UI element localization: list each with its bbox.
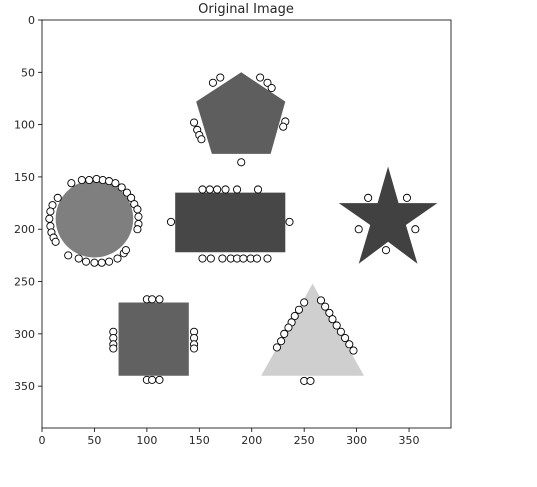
scatter-point — [134, 212, 143, 221]
scatter-point — [237, 158, 246, 167]
scatter-point — [109, 344, 118, 353]
scatter-point — [364, 193, 373, 202]
scatter-point — [345, 340, 354, 349]
y-tick-label: 100 — [14, 119, 35, 132]
shape-pentagon — [196, 72, 286, 154]
scatter-point — [77, 176, 86, 185]
scatter-point — [381, 246, 391, 255]
scatter-point — [252, 254, 262, 263]
scatter-point — [127, 193, 136, 202]
scatter-point — [290, 312, 299, 321]
scatter-point — [279, 122, 288, 131]
x-tick-label: 0 — [39, 434, 46, 447]
x-tick-label: 50 — [87, 434, 101, 447]
scatter-point — [263, 254, 272, 263]
y-tick-label: 250 — [14, 276, 35, 289]
scatter-point — [105, 257, 114, 266]
shape-wide-rectangle — [175, 192, 286, 253]
scatter-point — [133, 225, 142, 234]
scatter-point — [81, 257, 91, 266]
scatter-point — [117, 183, 126, 192]
scatter-point — [148, 375, 157, 384]
scatter-point — [205, 185, 214, 194]
scatter-point — [256, 73, 265, 82]
x-tick-label: 250 — [294, 434, 315, 447]
scatter-point — [221, 185, 230, 194]
chart-title: Original Image — [198, 2, 294, 17]
y-tick-label: 150 — [14, 171, 35, 184]
x-tick-label: 300 — [346, 434, 367, 447]
scatter-point — [122, 188, 131, 197]
scatter-point — [46, 207, 55, 216]
scatter-point — [45, 214, 54, 223]
scatter-point — [300, 298, 309, 307]
scatter-point — [218, 254, 227, 263]
scatter-point — [316, 296, 326, 305]
shape-circle — [55, 180, 134, 258]
scatter-point — [198, 254, 207, 263]
scatter-point — [155, 295, 164, 304]
scatter-point — [233, 185, 242, 194]
scatter-point — [198, 185, 207, 194]
scatter-point — [155, 375, 164, 384]
scatter-point — [190, 118, 199, 127]
shape-triangle — [261, 283, 364, 376]
y-tick-label: 350 — [14, 380, 35, 393]
scatter-point — [216, 73, 225, 82]
scatter-point — [208, 78, 217, 87]
scatter-point — [354, 225, 363, 234]
scatter-point — [280, 329, 289, 338]
scatter-point — [277, 337, 286, 346]
scatter-point — [74, 254, 83, 263]
scatter-point — [166, 217, 176, 226]
scatter-point — [85, 176, 94, 185]
scatter-point — [336, 327, 345, 336]
y-tick-label: 300 — [14, 328, 35, 341]
scatter-point — [64, 251, 73, 260]
y-tick-label: 50 — [21, 66, 35, 79]
scatter-point — [113, 254, 122, 263]
y-tick-label: 0 — [28, 14, 35, 27]
x-tick-label: 200 — [241, 434, 262, 447]
scatter-point — [263, 78, 272, 87]
scatter-point — [133, 205, 142, 214]
scatter-point — [67, 179, 76, 188]
x-tick-label: 150 — [189, 434, 210, 447]
scatter-point — [111, 179, 120, 188]
scatter-point — [402, 193, 412, 202]
scatter-point — [325, 308, 334, 317]
scatter-point — [267, 83, 276, 93]
y-tick-label: 200 — [14, 223, 35, 236]
scatter-point — [341, 333, 350, 343]
plot-frame — [41, 19, 452, 429]
shape-square — [118, 302, 189, 376]
scatter-point — [294, 305, 303, 314]
x-tick-label: 100 — [136, 434, 157, 447]
scatter-point — [349, 346, 358, 355]
scatter-point — [253, 185, 263, 194]
scatter-point — [213, 185, 222, 194]
scatter-point — [197, 135, 206, 144]
scatter-point — [332, 321, 341, 330]
scatter-point — [90, 258, 99, 267]
scatter-point — [53, 193, 62, 202]
scatter-point — [206, 254, 215, 263]
scatter-point — [284, 323, 293, 332]
scatter-point — [272, 343, 281, 352]
scatter-point — [148, 295, 157, 304]
scatter-point — [121, 246, 130, 255]
scatter-point — [306, 376, 315, 385]
scatter-point — [328, 315, 337, 324]
scatter-point — [97, 258, 106, 267]
scatter-point — [285, 217, 294, 226]
scatter-point — [51, 237, 60, 246]
scatter-point — [411, 225, 420, 234]
scatter-point — [239, 254, 248, 263]
scatter-point — [321, 302, 330, 311]
shape-star — [338, 166, 438, 264]
scatter-point — [190, 344, 199, 353]
x-tick-label: 350 — [399, 434, 420, 447]
